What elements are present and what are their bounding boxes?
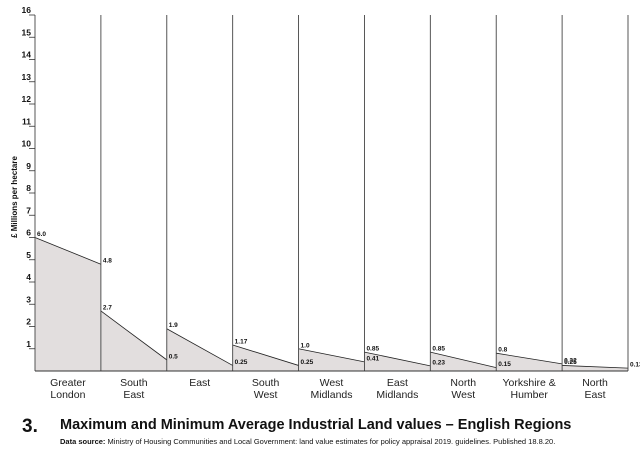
min-value-label-1: 0.5 — [169, 353, 178, 360]
min-value-label-0: 4.8 — [103, 258, 112, 265]
y-tick-label-3: 3 — [26, 294, 31, 304]
x-category-label-3: South — [252, 377, 280, 389]
y-tick-label-16: 16 — [22, 5, 32, 15]
y-tick-label-14: 14 — [22, 50, 32, 60]
x-category-label-6: North — [450, 377, 476, 389]
x-category-label-8: North — [582, 377, 608, 389]
area-1 — [100, 310, 167, 371]
min-value-label-8: 0.13 — [630, 362, 640, 369]
min-value-label-5: 0.23 — [432, 359, 445, 366]
max-value-label-4: 1.0 — [301, 342, 310, 349]
x-category-label-4: West — [320, 377, 344, 389]
x-category-label-2: East — [189, 377, 210, 389]
x-category-label-4: Midlands — [310, 389, 352, 401]
area-8 — [562, 365, 628, 371]
min-value-label-7: 0.32 — [564, 357, 577, 364]
y-tick-label-5: 5 — [26, 250, 31, 260]
x-category-label-8: East — [585, 389, 606, 401]
y-tick-label-12: 12 — [22, 94, 32, 104]
max-value-label-2: 1.9 — [169, 322, 178, 329]
max-value-label-3: 1.17 — [235, 338, 248, 345]
y-tick-label-8: 8 — [26, 183, 31, 193]
chart-frame — [34, 15, 629, 372]
max-value-label-1: 2.7 — [103, 304, 112, 311]
slope-line-4 — [298, 348, 365, 363]
slope-line-0 — [34, 237, 102, 265]
data-source-text: Ministry of Housing Communities and Loca… — [107, 437, 556, 446]
y-tick-label-1: 1 — [26, 339, 31, 349]
y-tick-label-4: 4 — [26, 272, 31, 282]
data-source: Data source: Ministry of Housing Communi… — [60, 437, 555, 446]
area-0 — [35, 237, 101, 371]
y-tick-label-2: 2 — [26, 317, 31, 327]
max-value-label-6: 0.85 — [432, 346, 445, 353]
area-2 — [166, 328, 233, 371]
x-category-label-5: East — [387, 377, 408, 389]
x-category-label-1: South — [120, 377, 148, 389]
x-category-label-7: Yorkshire & — [503, 377, 556, 389]
slope-line-8 — [562, 365, 629, 369]
y-tick-label-15: 15 — [22, 27, 32, 37]
slope-line-6 — [430, 351, 497, 369]
x-category-label-1: East — [123, 389, 144, 401]
y-tick-label-6: 6 — [26, 228, 31, 238]
min-value-label-3: 0.25 — [301, 359, 314, 366]
slope-line-5 — [364, 351, 431, 367]
value-labels: 6.0 4.8 2.7 0.5 1.9 0.25 1.17 0.25 1.0 0.41 0.85 0.… — [37, 231, 640, 369]
slope-line-3 — [232, 344, 299, 366]
area-5 — [364, 352, 431, 371]
y-tick-label-7: 7 — [26, 205, 31, 215]
max-value-label-5: 0.85 — [366, 346, 379, 353]
y-axis-label: £ Millions per hectare — [10, 156, 19, 238]
area-6 — [430, 352, 497, 371]
max-value-label-7: 0.8 — [498, 347, 507, 354]
min-value-label-6: 0.15 — [498, 361, 511, 368]
x-category-label-7: Humber — [510, 389, 548, 401]
area-7 — [496, 353, 563, 371]
y-tick-label-10: 10 — [22, 139, 32, 149]
x-category-label-3: West — [254, 389, 278, 401]
slope-line-7 — [496, 352, 563, 365]
y-tick-label-13: 13 — [22, 72, 32, 82]
slope-line-2 — [166, 328, 233, 366]
y-tick-label-11: 11 — [22, 116, 31, 126]
chart-areas — [34, 237, 629, 371]
area-4 — [298, 348, 365, 371]
max-value-label-0: 6.0 — [37, 231, 46, 238]
x-category-label-6: West — [451, 389, 475, 401]
slope-line-1 — [100, 310, 168, 361]
area-3 — [232, 344, 299, 371]
max-value-label-8: 0.25 — [564, 359, 577, 366]
y-tick-label-9: 9 — [26, 161, 31, 171]
chart-title: Maximum and Minimum Average Industrial L… — [60, 417, 572, 433]
figure-number: 3. — [22, 416, 38, 437]
data-source-label: Data source: — [60, 437, 106, 446]
x-category-label-0: London — [50, 389, 85, 401]
min-value-label-4: 0.41 — [366, 355, 379, 362]
x-category-label-0: Greater — [50, 377, 86, 389]
min-value-label-2: 0.25 — [235, 359, 248, 366]
x-category-label-5: Midlands — [376, 389, 418, 401]
